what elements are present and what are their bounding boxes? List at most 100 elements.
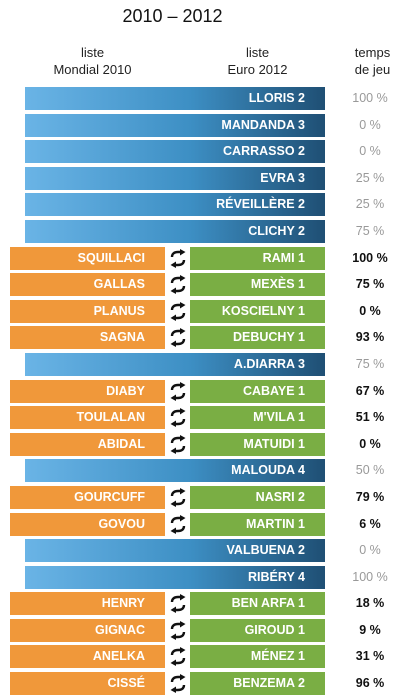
- euro-2012-player-bar: BEN ARFA 1: [190, 592, 325, 616]
- player-row: A.DIARRA 3 75 %: [0, 352, 400, 376]
- playing-time-value: 100 %: [352, 91, 388, 105]
- euro-2012-player-bar: MÉNEZ 1: [190, 645, 325, 669]
- mondial-2010-player-bar: PLANUS: [10, 299, 165, 323]
- mondial-2010-player-bar: GALLAS: [10, 273, 165, 297]
- playing-time-value: 100 %: [352, 569, 388, 584]
- player-row: MANDANDA 3 0 %: [0, 113, 400, 137]
- player-row: CLICHY 2 75 %: [0, 219, 400, 243]
- player-row: RÉVEILLÈRE 2 25 %: [0, 193, 400, 217]
- player-row: CISSÉ BENZEMA 2 96 %: [0, 672, 400, 696]
- playing-time-value: 18 %: [355, 596, 385, 611]
- swap-arrows-icon: [165, 273, 190, 296]
- player-row: GOVOU MARTIN 1 6 %: [0, 512, 400, 536]
- playing-time-value: 50 %: [355, 463, 385, 478]
- mondial-2010-player-bar: DIABY: [10, 379, 165, 403]
- kept-player-bar: EVRA 3: [25, 166, 325, 190]
- playing-time-value: 25 %: [355, 170, 385, 185]
- player-row: PLANUS KOSCIELNY 1 0 %: [0, 299, 400, 323]
- player-row: HENRY BEN ARFA 1 18 %: [0, 592, 400, 616]
- playing-time-value: 93 %: [355, 330, 385, 345]
- kept-player-bar: CARRASSO 2: [25, 140, 325, 164]
- header-mid-line2: Euro 2012: [227, 62, 288, 77]
- mondial-2010-player-bar: CISSÉ: [10, 672, 165, 696]
- player-row: MALOUDA 4 50 %: [0, 459, 400, 483]
- euro-2012-player-bar: MATUIDI 1: [190, 432, 325, 456]
- kept-player-bar: MANDANDA 3: [25, 113, 325, 137]
- playing-time-value: 9 %: [359, 622, 381, 637]
- mondial-2010-player-bar: TOULALAN: [10, 406, 165, 430]
- euro-2012-player-bar: CABAYE 1: [190, 379, 325, 403]
- header-left-line1: liste: [80, 45, 105, 60]
- mondial-2010-player-bar: GIGNAC: [10, 618, 165, 642]
- swap-arrows-icon: [165, 513, 190, 536]
- mondial-2010-player-bar: SAGNA: [10, 326, 165, 350]
- header-playing-time: temps de jeu: [345, 44, 400, 78]
- header-euro-2012: liste Euro 2012: [190, 44, 325, 78]
- swap-arrows-icon: [165, 247, 190, 270]
- euro-2012-player-bar: NASRI 2: [190, 485, 325, 509]
- playing-time-value: 0 %: [359, 144, 381, 159]
- kept-player-bar: RIBÉRY 4: [25, 565, 325, 589]
- playing-time-value: 75 %: [355, 356, 385, 371]
- player-row: GALLAS MEXÈS 1 75 %: [0, 273, 400, 297]
- playing-time-value: 31 %: [355, 649, 385, 664]
- header-right-line1: temps: [354, 45, 391, 60]
- euro-2012-player-bar: MARTIN 1: [190, 512, 325, 536]
- header-left-line2: Mondial 2010: [53, 62, 132, 77]
- player-row: ABIDAL MATUIDI 1 0 %: [0, 432, 400, 456]
- player-row: GOURCUFF NASRI 2 79 %: [0, 485, 400, 509]
- player-row: LLORIS 2 100 %: [0, 87, 400, 110]
- swap-arrows-icon: [165, 645, 190, 668]
- playing-time-value: 0 %: [359, 303, 381, 318]
- header-mondial-2010: liste Mondial 2010: [10, 44, 175, 78]
- playing-time-value: 51 %: [355, 410, 385, 425]
- player-row: SAGNA DEBUCHY 1 93 %: [0, 326, 400, 350]
- playing-time-value: 75 %: [355, 223, 385, 238]
- swap-arrows-icon: [165, 300, 190, 323]
- mondial-2010-player-bar: GOVOU: [10, 512, 165, 536]
- swap-arrows-icon: [165, 486, 190, 509]
- euro-2012-player-bar: DEBUCHY 1: [190, 326, 325, 350]
- kept-player-bar: LLORIS 2: [25, 87, 325, 110]
- swap-arrows-icon: [165, 592, 190, 615]
- kept-player-bar: A.DIARRA 3: [25, 352, 325, 376]
- chart-title: 2010 – 2012: [122, 6, 223, 26]
- player-row: GIGNAC GIROUD 1 9 %: [0, 618, 400, 642]
- swap-arrows-icon: [165, 433, 190, 456]
- kept-player-bar: MALOUDA 4: [25, 459, 325, 483]
- kept-player-bar: CLICHY 2: [25, 219, 325, 243]
- euro-2012-player-bar: GIROUD 1: [190, 618, 325, 642]
- player-row: VALBUENA 2 0 %: [0, 539, 400, 563]
- playing-time-value: 100 %: [352, 250, 388, 265]
- kept-player-bar: VALBUENA 2: [25, 539, 325, 563]
- swap-arrows-icon: [165, 406, 190, 429]
- header-right-line2: de jeu: [354, 62, 391, 77]
- playing-time-value: 0 %: [359, 543, 381, 558]
- mondial-2010-player-bar: GOURCUFF: [10, 485, 165, 509]
- player-row: DIABY CABAYE 1 67 %: [0, 379, 400, 403]
- playing-time-value: 25 %: [355, 197, 385, 212]
- euro-2012-player-bar: BENZEMA 2: [190, 672, 325, 696]
- euro-2012-player-bar: MEXÈS 1: [190, 273, 325, 297]
- playing-time-value: 6 %: [359, 516, 381, 531]
- player-row: SQUILLACI RAMI 1 100 %: [0, 246, 400, 270]
- mondial-2010-player-bar: HENRY: [10, 592, 165, 616]
- euro-2012-player-bar: M'VILA 1: [190, 406, 325, 430]
- mondial-2010-player-bar: ABIDAL: [10, 432, 165, 456]
- swap-arrows-icon: [165, 380, 190, 403]
- player-row: CARRASSO 2 0 %: [0, 140, 400, 164]
- playing-time-value: 0 %: [359, 117, 381, 132]
- player-row: TOULALAN M'VILA 1 51 %: [0, 406, 400, 430]
- player-row: EVRA 3 25 %: [0, 166, 400, 190]
- swap-arrows-icon: [165, 326, 190, 349]
- euro-2012-player-bar: RAMI 1: [190, 246, 325, 270]
- playing-time-value: 96 %: [355, 676, 385, 691]
- swap-arrows-icon: [165, 672, 190, 695]
- euro-2012-player-bar: KOSCIELNY 1: [190, 299, 325, 323]
- kept-player-bar: RÉVEILLÈRE 2: [25, 193, 325, 217]
- player-rows: LLORIS 2 100 % MANDANDA 3 0 % CARRASSO 2 0 % E…: [0, 87, 400, 699]
- playing-time-value: 75 %: [355, 277, 385, 292]
- mondial-2010-player-bar: ANELKA: [10, 645, 165, 669]
- playing-time-value: 67 %: [355, 383, 385, 398]
- player-row: ANELKA MÉNEZ 1 31 %: [0, 645, 400, 669]
